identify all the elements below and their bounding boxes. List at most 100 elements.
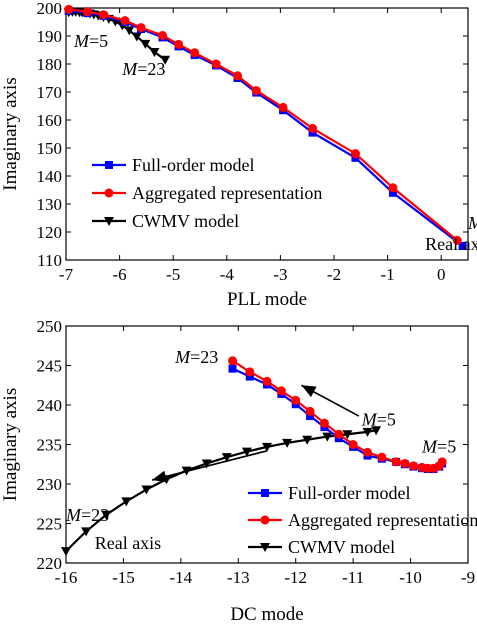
data-point (334, 429, 344, 439)
x-tick-label: -16 (55, 568, 78, 587)
data-point (322, 432, 333, 442)
series-line (68, 9, 464, 247)
data-point (120, 16, 130, 26)
data-point (61, 547, 71, 557)
legend-marker (104, 217, 114, 226)
legend-marker (261, 489, 269, 497)
data-point (157, 30, 167, 40)
x-tick-label: -3 (273, 265, 287, 284)
series-line (68, 8, 458, 242)
legend-label: Full-order model (288, 483, 410, 503)
y-tick-label: 190 (37, 27, 63, 46)
data-point (377, 452, 387, 462)
y-tick-label: 220 (37, 554, 63, 573)
arrow-head (301, 385, 317, 398)
data-point (291, 395, 301, 405)
y-tick-label: 150 (37, 139, 63, 158)
data-point (363, 447, 372, 457)
x-tick-label: -15 (112, 568, 135, 587)
data-point (82, 7, 92, 17)
data-point (245, 367, 255, 377)
data-point (211, 59, 221, 69)
data-point (362, 427, 373, 437)
y-tick-label: 170 (37, 83, 63, 102)
data-point (140, 39, 151, 49)
annotation: Real axis (425, 234, 477, 254)
data-point (233, 71, 243, 81)
data-point (149, 47, 160, 57)
data-point (201, 459, 212, 469)
legend-label: CWMV model (288, 537, 395, 557)
x-tick-label: -1 (381, 265, 395, 284)
data-point (262, 442, 272, 452)
y-tick-label: 240 (37, 396, 63, 415)
data-point (388, 183, 398, 193)
x-axis-label: DC mode (230, 604, 303, 625)
legend-label: Aggregated representation (132, 183, 322, 203)
x-tick-label: -13 (227, 568, 250, 587)
data-point (228, 364, 237, 373)
data-point (131, 32, 142, 42)
annotation: M=23 (467, 213, 477, 233)
data-point (371, 426, 382, 436)
y-tick-label: 235 (37, 436, 63, 455)
data-point (245, 372, 254, 381)
data-point (437, 457, 447, 467)
data-point (141, 485, 152, 495)
data-point (262, 376, 272, 386)
data-point (99, 10, 109, 20)
data-point (278, 102, 288, 112)
data-point (458, 242, 467, 250)
x-tick-label: -11 (342, 568, 364, 587)
plot-frame (65, 7, 469, 261)
x-tick-label: -6 (113, 265, 127, 284)
data-point (302, 435, 313, 445)
data-point (251, 86, 261, 96)
y-tick-label: 245 (37, 357, 63, 376)
arrow-head (152, 470, 168, 483)
data-point (221, 453, 232, 463)
y-tick-label: 120 (37, 223, 63, 242)
data-point (408, 461, 418, 471)
annotation: M=23 (121, 59, 165, 79)
y-axis-label: Imaginary axis (0, 388, 21, 501)
data-point (160, 55, 171, 65)
data-point (348, 440, 358, 449)
x-tick-label: -5 (166, 265, 180, 284)
legend-label: Full-order model (132, 155, 254, 175)
x-tick-label: 0 (437, 265, 446, 284)
data-point (388, 188, 397, 197)
legend-marker (260, 543, 270, 552)
legend-marker (260, 515, 270, 525)
data-point (282, 438, 293, 448)
y-tick-label: 230 (37, 475, 63, 494)
data-point (452, 235, 462, 245)
y-tick-label: 180 (37, 55, 63, 74)
x-tick-label: -4 (220, 265, 235, 284)
annotation: M=5 (361, 410, 396, 430)
y-tick-label: 160 (37, 111, 63, 130)
data-point (308, 123, 318, 133)
data-point (101, 510, 112, 520)
data-point (64, 4, 74, 14)
data-point (305, 406, 315, 416)
data-point (350, 149, 360, 159)
annotation: Real axis (95, 533, 161, 553)
data-point (400, 458, 410, 468)
y-tick-label: 225 (37, 515, 63, 534)
legend-label: Aggregated representation (288, 510, 477, 530)
legend-label: CWMV model (132, 211, 239, 231)
data-point (136, 23, 146, 33)
data-point (228, 356, 238, 366)
x-axis-label: PLL mode (227, 289, 307, 310)
annotation: M=5 (421, 436, 456, 456)
x-tick-label: -9 (461, 568, 475, 587)
annotation: M=5 (73, 31, 108, 51)
annotation: M=23 (174, 347, 218, 367)
x-tick-label: -2 (327, 265, 341, 284)
data-point (124, 26, 135, 36)
y-axis-label: Imaginary axis (0, 77, 21, 190)
legend-marker (104, 188, 114, 198)
y-tick-label: 140 (37, 167, 63, 186)
